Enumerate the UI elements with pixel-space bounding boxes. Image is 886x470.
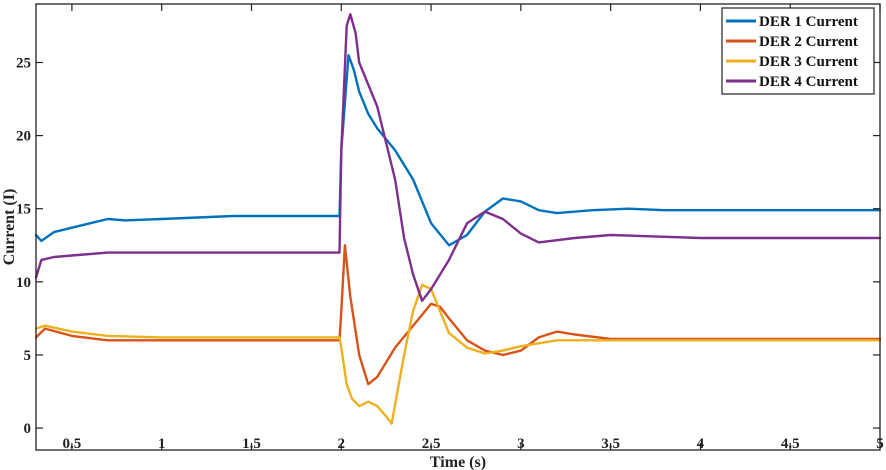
legend-label-der-3: DER 3 Current	[759, 54, 858, 70]
legend-label-der-2: DER 2 Current	[759, 34, 858, 50]
y-tick-label: 5	[24, 348, 32, 364]
x-tick-label: 3.5	[601, 436, 620, 452]
x-tick-label: 4	[697, 436, 705, 452]
x-axis-title: Time (s)	[430, 454, 486, 470]
y-tick-label: 15	[16, 202, 31, 218]
x-tick-label: 2	[338, 436, 346, 452]
series-line-der-1	[34, 54, 882, 247]
y-axis-title: Current (I)	[1, 189, 18, 266]
x-tick-label: 0.5	[63, 436, 82, 452]
series-line-der-2	[34, 244, 882, 386]
y-tick-label: 25	[16, 55, 31, 71]
y-tick-label: 10	[16, 275, 31, 291]
x-tick-label: 1.5	[242, 436, 261, 452]
legend-label-der-4: DER 4 Current	[759, 74, 858, 90]
series-layer	[34, 12, 882, 425]
x-tick-label: 4.5	[781, 436, 800, 452]
x-tick-label: 1	[158, 436, 166, 452]
x-tick-label: 3	[517, 436, 525, 452]
series-line-der-3	[34, 283, 882, 425]
ticks-layer: 0.5 1 1.5 2 2.5 3 3.5 4 4.5 5 0 5 10 15 20 25	[16, 4, 884, 452]
legend: DER 1 Current DER 2 Current DER 3 Current D…	[721, 7, 875, 95]
y-tick-label: 0	[24, 421, 32, 437]
series-line-der-4	[34, 12, 882, 302]
plot-frame	[35, 3, 881, 451]
x-tick-label: 2.5	[422, 436, 441, 452]
y-tick-label: 20	[16, 129, 31, 145]
legend-label-der-1: DER 1 Current	[759, 14, 858, 30]
x-tick-label: 5	[876, 436, 884, 452]
